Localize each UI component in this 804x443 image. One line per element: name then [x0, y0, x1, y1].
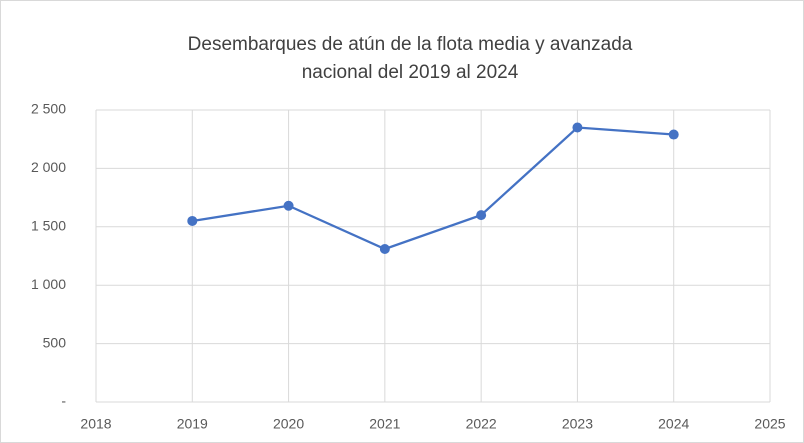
y-tick-label: 2 000: [31, 159, 66, 175]
x-tick-label: 2022: [466, 416, 497, 432]
x-tick-label: 2024: [658, 416, 689, 432]
chart-title: Desembarques de atún de la flota media y…: [188, 34, 633, 55]
x-tick-label: 2025: [754, 416, 785, 432]
x-tick-label: 2023: [562, 416, 593, 432]
y-tick-label: 1 000: [31, 276, 66, 292]
y-tick-label: 500: [43, 334, 67, 350]
x-tick-label: 2019: [177, 416, 208, 432]
marker: [283, 200, 294, 211]
x-tick-label: 2020: [273, 416, 304, 432]
marker: [476, 210, 487, 221]
y-tick-label: 2 500: [31, 101, 66, 117]
marker: [379, 243, 390, 254]
x-tick-label: 2018: [80, 416, 111, 432]
marker: [187, 215, 198, 226]
x-tick-label: 2021: [369, 416, 400, 432]
y-tick-label: -: [61, 393, 66, 409]
chart-title: nacional del 2019 al 2024: [302, 62, 519, 83]
marker: [572, 122, 583, 133]
y-tick-label: 1 500: [31, 218, 66, 234]
marker: [668, 129, 679, 140]
line: [192, 126, 674, 251]
